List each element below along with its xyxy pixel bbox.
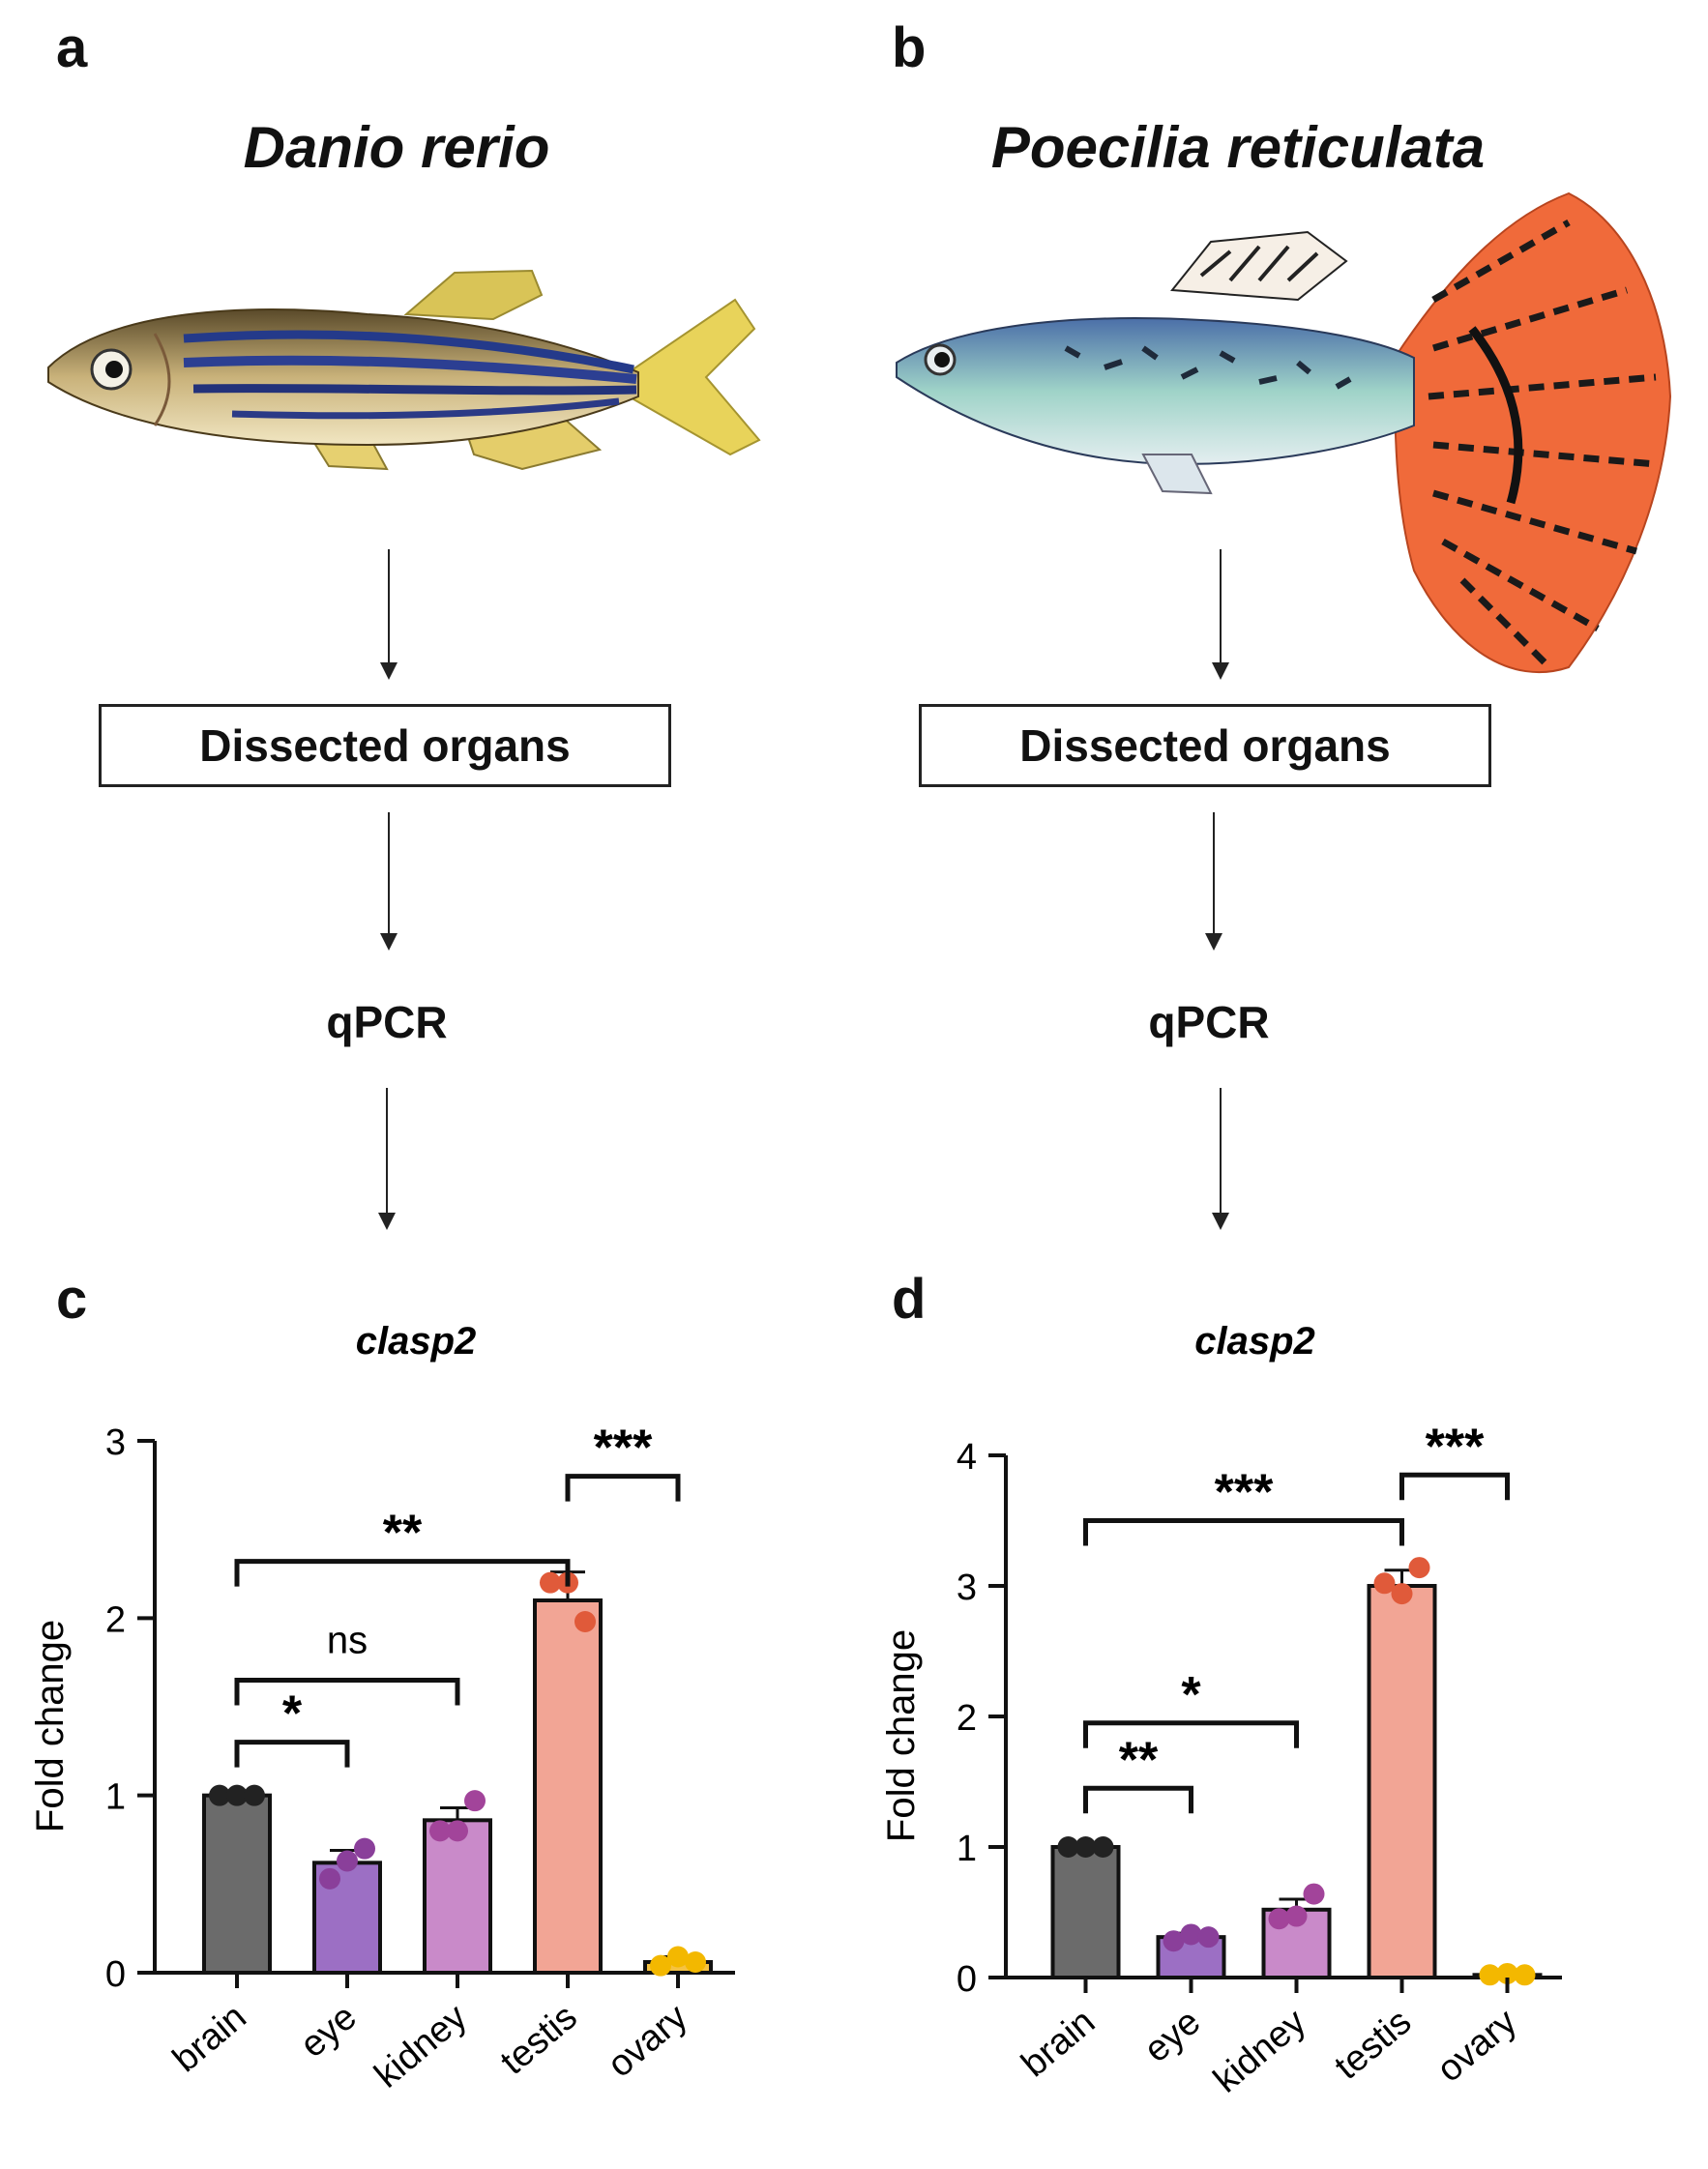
data-point-testis [1373,1572,1396,1595]
chart-title: clasp2 [1194,1320,1315,1363]
zebrafish-dorsal-fin [403,269,544,321]
data-point-eye [1163,1930,1185,1952]
panel-letter-c: c [56,1268,88,1331]
x-tick-label-testis: testis [1327,2002,1419,2088]
significance-bracket [234,1740,350,1768]
x-tick-label-kidney: kidney [1206,2002,1313,2101]
panel-letter-a: a [56,16,88,79]
bar-kidney [423,1818,492,1975]
zebrafish-tail [628,298,761,456]
panel-letter-d: d [892,1268,927,1331]
x-tick-label-testis: testis [493,1997,585,2083]
data-point-eye [337,1850,358,1872]
bar-brain [202,1793,272,1976]
zebrafish-image [47,269,761,471]
y-tick-label: 1 [957,1829,977,1869]
zebrafish-stripe-4 [231,397,620,420]
qpcr-label-a: qPCR [326,997,448,1047]
data-point-ovary [1496,1962,1518,1984]
data-point-ovary [1514,1964,1536,1986]
chart-c: clasp2 0 1 2 3 Fold change brain eye kidney testi… [29,1320,735,2096]
data-point-eye [319,1867,340,1890]
guppy-body [896,317,1415,466]
significance-bracket [1083,1518,1404,1546]
significance-bracket [1083,1720,1299,1748]
data-point-testis [540,1571,561,1594]
y-tick-label: 1 [105,1777,126,1818]
bar-testis [1367,1584,1437,1979]
x-tick-label-eye: eye [1136,2002,1208,2071]
significance-bracket [234,1678,460,1706]
significance-label: ** [1119,1732,1159,1788]
species-title-a: Danio rerio [243,115,550,180]
significance-label: * [282,1686,303,1743]
qpcr-label-b: qPCR [1148,997,1270,1047]
guppy-image [896,191,1672,673]
y-tick-label: 0 [957,1959,977,2000]
data-point-kidney [1303,1883,1325,1905]
y-tick-label: 3 [957,1568,977,1608]
data-point-brain [1092,1836,1114,1858]
x-tick-label-ovary: ovary [601,1997,695,2086]
data-point-testis [1391,1583,1413,1605]
data-point-kidney [464,1790,486,1812]
significance-bracket [1083,1785,1193,1814]
zebrafish-gill [153,333,171,426]
dissected-organs-box-b: Dissected organs [919,704,1491,787]
y-tick-label: 2 [105,1599,126,1640]
zebrafish-body [47,308,639,447]
data-point-kidney [429,1820,451,1842]
guppy-dorsal-fin [1170,230,1348,302]
x-tick-label-brain: brain [165,1997,254,2080]
data-point-brain [1075,1836,1097,1858]
significance-bracket [234,1559,571,1587]
significance-label: *** [1426,1419,1485,1475]
data-point-brain [209,1784,230,1806]
data-point-testis [1408,1557,1430,1579]
species-title-b: Poecilia reticulata [990,115,1486,180]
y-tick-label: 3 [105,1422,126,1463]
x-tick-label-ovary: ovary [1429,2002,1524,2091]
data-point-brain [244,1784,265,1806]
y-tick-label: 2 [957,1698,977,1739]
significance-bracket [1399,1472,1510,1501]
y-axis-label: Fold change [880,1629,923,1842]
zebrafish-stripe-2 [183,355,637,384]
zebrafish-stripe-1 [183,330,634,374]
y-tick-label: 0 [105,1954,126,1995]
x-tick-label-brain: brain [1015,2002,1104,2085]
y-tick-label: 4 [957,1437,977,1478]
data-point-ovary [1479,1964,1501,1986]
data-point-brain [226,1784,248,1806]
significance-bracket [565,1474,681,1502]
significance-label: ns [327,1620,368,1662]
data-point-ovary [685,1951,706,1973]
data-point-kidney [447,1820,468,1842]
data-point-eye [354,1837,375,1860]
data-point-brain [1057,1836,1079,1858]
data-point-ovary [650,1954,671,1977]
y-axis-label: Fold change [29,1620,72,1832]
data-point-eye [1180,1923,1202,1946]
data-point-kidney [1285,1905,1308,1927]
guppy-tail [1393,191,1672,673]
data-point-testis [574,1611,596,1632]
data-point-kidney [1268,1908,1290,1930]
data-point-eye [1197,1926,1220,1949]
zebrafish-stripe-3 [192,384,637,396]
guppy-pelvic-fin [1141,454,1213,495]
significance-label: *** [594,1421,653,1477]
significance-label: *** [1215,1465,1274,1521]
chart-title: clasp2 [356,1320,477,1363]
dissected-organs-box-a: Dissected organs [99,704,671,787]
x-tick-label-kidney: kidney [368,1997,475,2096]
x-tick-label-eye: eye [293,1997,365,2066]
bar-brain [1050,1845,1121,1979]
significance-label: ** [383,1506,423,1562]
significance-label: * [1181,1667,1201,1723]
data-point-ovary [667,1946,689,1968]
bar-testis [533,1598,603,1975]
panel-letter-b: b [892,16,927,79]
